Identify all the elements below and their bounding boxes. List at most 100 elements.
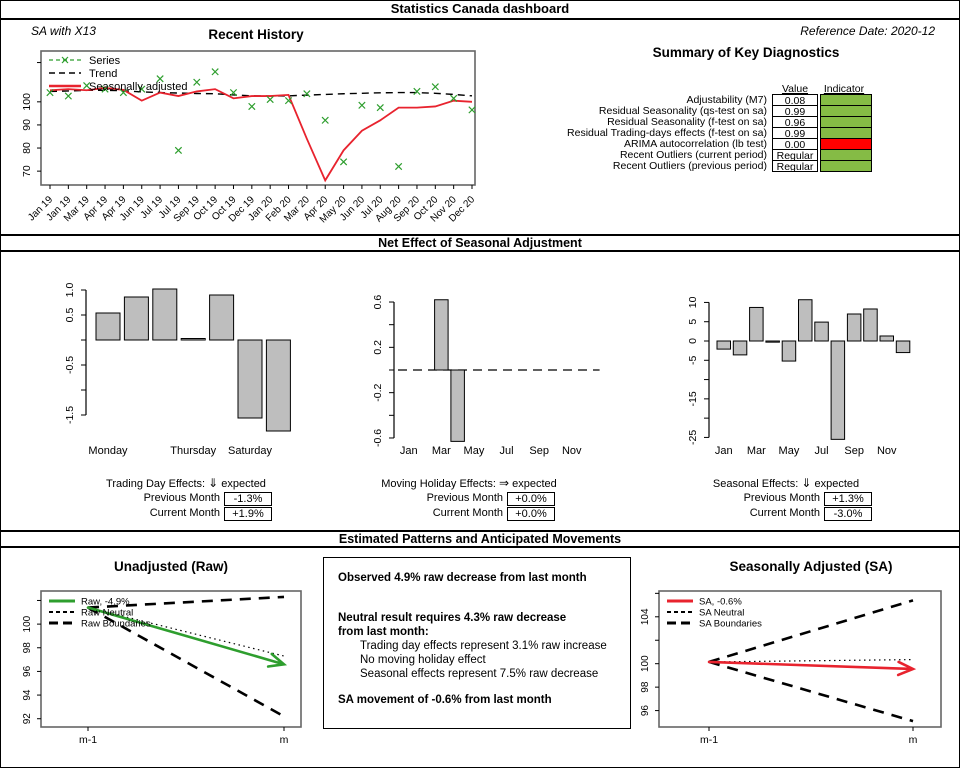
svg-text:SA Neutral: SA Neutral bbox=[699, 608, 744, 619]
recent-history-title: Recent History bbox=[208, 27, 304, 42]
value-column-header: Value bbox=[781, 83, 809, 95]
svg-text:Trend: Trend bbox=[89, 68, 117, 80]
svg-text:Jul: Jul bbox=[815, 445, 829, 457]
svg-text:96: 96 bbox=[22, 665, 33, 677]
svg-text:Series: Series bbox=[89, 55, 121, 67]
bar-mar bbox=[434, 299, 449, 371]
series-marker-x bbox=[468, 106, 476, 114]
moving-holiday-caption: Moving Holiday Effects: ⇒ expected Previ… bbox=[381, 476, 557, 521]
svg-text:m-1: m-1 bbox=[79, 734, 97, 746]
series-marker-x bbox=[101, 85, 109, 93]
dashboard-title: Statistics Canada dashboard bbox=[1, 1, 959, 20]
series-marker-x bbox=[321, 116, 329, 124]
svg-text:May: May bbox=[464, 445, 485, 457]
svg-text:Mar: Mar bbox=[747, 445, 766, 457]
svg-text:0: 0 bbox=[687, 338, 699, 344]
svg-text:104: 104 bbox=[641, 608, 651, 625]
diagnostic-label: Residual Seasonality (qs-test on sa) bbox=[598, 105, 767, 117]
bar-jul bbox=[814, 321, 829, 342]
bar-nov bbox=[879, 335, 894, 342]
bar-friday bbox=[209, 294, 235, 341]
down-arrow-icon: ⇓ bbox=[801, 476, 812, 490]
moving-holiday-effects-chart: 0.6 0.2 -0.2 -0.6 Jan Mar May Jul Sep Nov bbox=[372, 295, 600, 457]
indicator-column-header: Indicator bbox=[823, 83, 865, 95]
svg-text:Mar: Mar bbox=[432, 445, 451, 457]
diagnostic-label: Residual Trading-days effects (f-test on… bbox=[567, 127, 767, 139]
diagnostic-label: ARIMA autocorrelation (lb test) bbox=[624, 138, 767, 150]
svg-text:92: 92 bbox=[22, 713, 33, 725]
diagnostic-label: Recent Outliers (previous period) bbox=[612, 160, 767, 172]
series-marker-x bbox=[358, 101, 366, 109]
diagnostics-header-row: Value Indicator bbox=[521, 83, 873, 95]
neutral-line bbox=[708, 658, 914, 663]
diagnostic-value: 0.08 bbox=[772, 94, 818, 107]
series-marker-x bbox=[193, 78, 201, 86]
reference-date: Reference Date: 2020-12 bbox=[800, 24, 935, 38]
svg-text:-25: -25 bbox=[687, 430, 699, 445]
svg-text:100: 100 bbox=[641, 655, 651, 672]
svg-text:-0.2: -0.2 bbox=[372, 383, 384, 401]
sa-chart-title: Seasonally Adjusted (SA) bbox=[729, 559, 893, 574]
series-marker-x bbox=[138, 85, 146, 93]
svg-text:Jan: Jan bbox=[400, 445, 418, 457]
bar-wednesday bbox=[152, 288, 178, 341]
diagnostic-row: Residual Seasonality (qs-test on sa) 0.99 bbox=[521, 105, 873, 118]
svg-text:0.6: 0.6 bbox=[372, 295, 384, 310]
svg-text:10: 10 bbox=[687, 296, 699, 308]
current-month-value: +1.9% bbox=[224, 507, 272, 521]
bar-aug bbox=[830, 340, 846, 440]
svg-text:0.5: 0.5 bbox=[64, 308, 76, 323]
series-marker-x bbox=[431, 83, 439, 91]
trading-day-effects-chart: 1.0 0.5 -0.5 -1.5 Monday Thursday Saturday bbox=[64, 283, 291, 457]
svg-text:Raw Boundaries: Raw Boundaries bbox=[81, 619, 151, 630]
bar-oct bbox=[863, 308, 878, 342]
svg-text:80: 80 bbox=[21, 142, 33, 154]
series-marker-x bbox=[450, 94, 458, 102]
seasonal-detail: Seasonal effects represent 7.5% raw decr… bbox=[360, 668, 599, 680]
diagnostic-value: 0.00 bbox=[772, 138, 818, 151]
svg-text:1.0: 1.0 bbox=[64, 283, 76, 298]
series-marker-x bbox=[376, 103, 384, 112]
series-marker-x bbox=[413, 87, 421, 96]
current-month-value: +0.0% bbox=[507, 507, 555, 521]
sa-movement-line: SA movement of -0.6% from last month bbox=[338, 694, 552, 706]
neutral-line-1: Neutral result requires 4.3% raw decreas… bbox=[338, 612, 567, 624]
trading-day-caption: Trading Day Effects: ⇓ expected Previous… bbox=[61, 477, 311, 521]
svg-text:-15: -15 bbox=[687, 391, 699, 406]
lower-boundary-line bbox=[708, 660, 914, 723]
bar-tuesday bbox=[123, 296, 149, 341]
series-marker-x bbox=[64, 92, 72, 100]
plot-box bbox=[40, 50, 476, 186]
bar-thursday bbox=[180, 338, 206, 341]
previous-month-value: -1.3% bbox=[224, 492, 272, 506]
svg-text:Seasonally adjusted: Seasonally adjusted bbox=[89, 81, 187, 93]
plot-box bbox=[40, 590, 302, 728]
previous-month-value: +1.3% bbox=[824, 492, 872, 506]
seasonal-caption: Seasonal Effects: ⇓ expected Previous Mo… bbox=[656, 477, 916, 521]
diagnostic-row: ARIMA autocorrelation (lb test) 0.00 bbox=[521, 138, 873, 151]
net-effect-section-header: Net Effect of Seasonal Adjustment bbox=[1, 234, 959, 252]
svg-text:96: 96 bbox=[641, 705, 651, 717]
series-marker-x bbox=[284, 97, 293, 105]
diagnostic-value: Regular bbox=[772, 160, 818, 173]
svg-text:SA Boundaries: SA Boundaries bbox=[699, 619, 762, 630]
bar-sep bbox=[846, 313, 862, 342]
diagnostic-value: Regular bbox=[772, 149, 818, 162]
series-marker-x bbox=[248, 102, 256, 111]
upper-boundary-line bbox=[87, 595, 285, 609]
diagnostic-label: Residual Seasonality (f-test on sa) bbox=[607, 116, 767, 128]
previous-month-value: +0.0% bbox=[507, 492, 555, 506]
diagnostic-label: Recent Outliers (current period) bbox=[619, 149, 767, 161]
svg-text:Thursday: Thursday bbox=[170, 445, 216, 457]
bar-jan bbox=[716, 340, 731, 350]
series-marker-x bbox=[174, 146, 183, 154]
current-month-value: -3.0% bbox=[824, 507, 872, 521]
svg-text:-1.5: -1.5 bbox=[64, 406, 76, 424]
diagnostic-indicator-green bbox=[820, 160, 872, 172]
svg-text:Raw, -4.9%: Raw, -4.9% bbox=[81, 597, 130, 608]
bar-may bbox=[781, 340, 797, 362]
svg-text:SA, -0.6%: SA, -0.6% bbox=[699, 597, 742, 608]
bar-dec bbox=[895, 340, 911, 354]
bar-sunday bbox=[265, 339, 291, 432]
